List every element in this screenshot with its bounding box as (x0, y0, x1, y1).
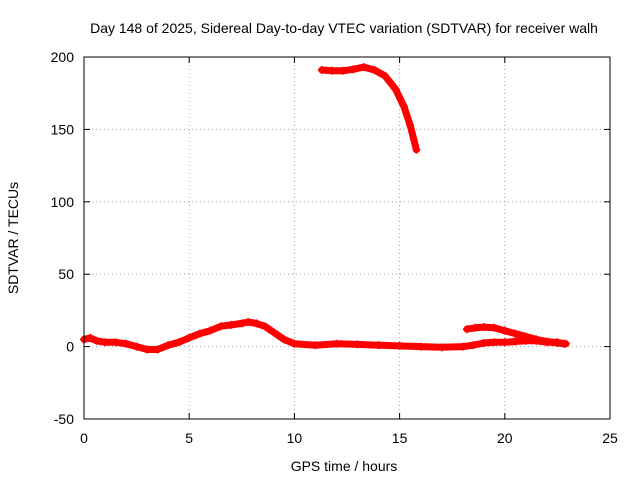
series-layer (80, 63, 570, 354)
sdtvar-main-point (153, 345, 162, 354)
sdtvar-upper-arc-point (317, 66, 326, 75)
tick-labels: 0 5 10 15 20 25 -50 0 50 100 150 200 (51, 49, 618, 446)
sdtvar-main-point (353, 340, 362, 349)
sdtvar-evening-bump-point (500, 326, 509, 335)
axis-ticks (83, 56, 611, 420)
sdtvar-evening-bump-point (511, 329, 520, 338)
sdtvar-main-point (479, 338, 488, 347)
y-tick-label: -50 (54, 411, 74, 427)
sdtvar-main-point (227, 320, 236, 329)
y-tick-label: 100 (51, 194, 75, 210)
sdtvar-evening-bump-point (479, 323, 488, 332)
sdtvar-main-point (311, 341, 320, 350)
x-tick-label: 0 (80, 430, 88, 446)
sdtvar-upper-arc-point (380, 71, 389, 80)
sdtvar-main-point (101, 338, 110, 347)
sdtvar-upper-arc-point (359, 63, 368, 72)
sdtvar-main-point (374, 341, 383, 350)
sdtvar-upper-arc-point (328, 66, 337, 75)
sdtvar-main-point (92, 336, 101, 345)
y-tick-label: 50 (58, 266, 74, 282)
sdtvar-main-point (185, 333, 194, 342)
sdtvar-main-point (174, 338, 183, 347)
sdtvar-evening-bump-point (542, 337, 551, 346)
y-tick-label: 0 (66, 339, 74, 355)
x-tick-label: 5 (185, 430, 193, 446)
x-tick-label: 10 (287, 430, 303, 446)
sdtvar-main-point (164, 341, 173, 350)
sdtvar-upper-arc-point (349, 65, 358, 74)
sdtvar-main-point (111, 338, 120, 347)
sdtvar-main-point (290, 339, 299, 348)
x-tick-label: 25 (602, 430, 618, 446)
sdtvar-upper-arc-point (338, 66, 347, 75)
sdtvar-evening-bump-point (561, 339, 570, 348)
sdtvar-evening-bump-point (471, 323, 480, 332)
sdtvar-main-point (490, 338, 499, 347)
sdtvar-main-point (122, 339, 131, 348)
sdtvar-evening-bump-point (490, 323, 499, 332)
plot-frame (83, 56, 611, 420)
x-axis-title: GPS time / hours (291, 458, 398, 474)
sdtvar-main-point (237, 319, 246, 328)
sdtvar-main-point (416, 342, 425, 351)
sdtvar-evening-bump-point (521, 332, 530, 341)
sdtvar-upper-arc-point (370, 66, 379, 75)
sdtvar-evening-bump-point (553, 338, 562, 347)
sdtvar-main-point (252, 319, 261, 328)
grid-lines (84, 57, 610, 419)
x-tick-label: 15 (392, 430, 408, 446)
sdtvar-main-point (500, 338, 509, 347)
sdtvar-upper-arc-point (391, 84, 400, 93)
sdtvar-main-point (458, 342, 467, 351)
sdtvar-main-point (244, 317, 253, 326)
sdtvar-main-point (437, 343, 446, 352)
y-axis-title: SDTVAR / TECUs (5, 182, 21, 294)
sdtvar-evening-bump-point (462, 325, 471, 334)
sdtvar-main-point (216, 322, 225, 331)
y-tick-label: 150 (51, 121, 75, 137)
sdtvar-upper-arc-point (399, 102, 408, 111)
sdtvar-main-point (279, 335, 288, 344)
y-tick-label: 200 (51, 49, 75, 65)
sdtvar-evening-bump-point (532, 335, 541, 344)
x-tick-label: 20 (497, 430, 513, 446)
sdtvar-main-point (143, 345, 152, 354)
sdtvar-main-point (269, 328, 278, 337)
sdtvar-main-point (260, 322, 269, 331)
sdtvar-main-point (395, 341, 404, 350)
sdtvar-upper-arc-point (406, 121, 415, 130)
sdtvar-upper-arc-point (412, 145, 421, 154)
sdtvar-main-point (511, 337, 520, 346)
sdtvar-main-point (206, 326, 215, 335)
sdtvar-main-point (86, 333, 95, 342)
sdtvar-main-point (332, 339, 341, 348)
sdtvar-main-point (195, 329, 204, 338)
sdtvar-main-point (132, 342, 141, 351)
chart-title: Day 148 of 2025, Sidereal Day-to-day VTE… (90, 20, 598, 36)
sdtvar-main-point (469, 341, 478, 350)
